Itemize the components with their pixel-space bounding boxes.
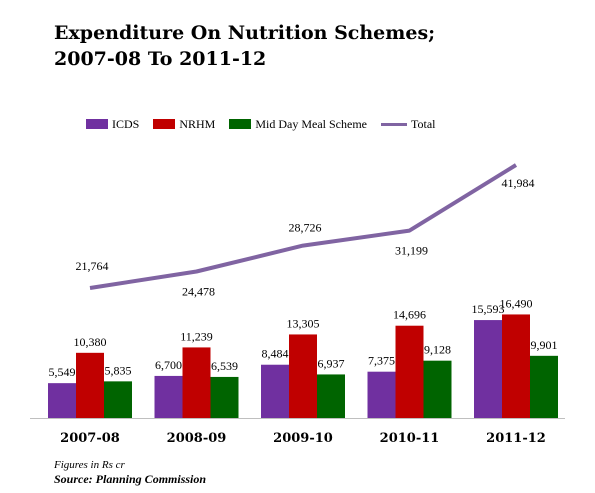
bar-icds-2010-11 <box>367 371 396 418</box>
bar-nrhm-2010-11 <box>395 325 424 418</box>
data-label-icds-2007-08: 5,549 <box>49 365 76 379</box>
x-tick-label-2011-12: 2011-12 <box>486 431 546 446</box>
legend-swatch-total <box>381 122 407 126</box>
bar-nrhm-2011-12 <box>502 314 530 418</box>
data-label-mid-day-meal-2008-09: 6,539 <box>211 359 238 373</box>
legend-swatch-nrhm <box>153 119 176 129</box>
chart-title-line-1: Expenditure On Nutrition Schemes; <box>54 22 436 44</box>
data-label-icds-2008-09: 6,700 <box>155 358 182 372</box>
data-label-nrhm-2009-10: 13,305 <box>287 316 320 330</box>
bar-mid-day-meal-2007-08 <box>104 381 132 418</box>
bar-mid-day-meal-2008-09 <box>210 376 239 418</box>
bar-mid-day-meal-2009-10 <box>317 374 345 418</box>
legend-item-total: Total <box>381 117 436 132</box>
data-label-nrhm-2008-09: 11,239 <box>180 329 213 343</box>
legend-label-total: Total <box>411 116 436 131</box>
data-label-mid-day-meal-2009-10: 6,937 <box>318 356 345 370</box>
data-label-nrhm-2011-12: 16,490 <box>500 296 533 310</box>
x-tick-label-2009-10: 2009-10 <box>273 431 333 446</box>
data-label-icds-2009-10: 8,484 <box>262 347 289 361</box>
data-label-icds-2011-12: 15,593 <box>472 302 505 316</box>
bar-icds-2007-08 <box>48 383 76 418</box>
total-label-2010-11: 31,199 <box>395 244 428 258</box>
chart-title: Expenditure On Nutrition Schemes; 2007-0… <box>54 20 435 72</box>
legend-label-mid-day-meal: Mid Day Meal Scheme <box>255 116 367 131</box>
data-label-icds-2010-11: 7,375 <box>368 354 395 368</box>
total-label-2009-10: 28,726 <box>289 221 322 235</box>
total-label-2008-09: 24,478 <box>182 284 215 298</box>
bar-mid-day-meal-2010-11 <box>423 360 452 418</box>
bar-icds-2011-12 <box>474 320 502 418</box>
x-tick-label-2008-09: 2008-09 <box>167 431 227 446</box>
x-tick-label-2007-08: 2007-08 <box>60 431 120 446</box>
footnote-units: Figures in Rs cr <box>54 459 125 471</box>
chart-title-line-2: 2007-08 To 2011-12 <box>54 48 267 70</box>
legend-swatch-icds <box>86 119 108 129</box>
data-label-mid-day-meal-2011-12: 9,901 <box>531 338 558 352</box>
total-label-2011-12: 41,984 <box>502 176 535 190</box>
bar-icds-2009-10 <box>261 364 289 418</box>
bar-mid-day-meal-2011-12 <box>530 355 558 418</box>
data-label-nrhm-2010-11: 14,696 <box>393 308 426 322</box>
data-label-mid-day-meal-2007-08: 5,835 <box>105 363 132 377</box>
bar-icds-2008-09 <box>154 375 183 418</box>
legend-item-icds: ICDS <box>86 117 139 132</box>
source-note: Source: Planning Commission <box>54 472 207 486</box>
total-label-2007-08: 21,764 <box>76 259 109 273</box>
legend-label-nrhm: NRHM <box>179 116 216 131</box>
bar-nrhm-2009-10 <box>289 334 317 418</box>
data-label-mid-day-meal-2010-11: 9,128 <box>424 343 451 357</box>
bar-nrhm-2007-08 <box>76 352 104 418</box>
legend-label-icds: ICDS <box>112 116 140 131</box>
total-line <box>89 163 518 290</box>
legend-item-mid-day-meal: Mid Day Meal Scheme <box>229 117 367 132</box>
data-label-nrhm-2007-08: 10,380 <box>74 335 107 349</box>
x-tick-label-2010-11: 2010-11 <box>380 431 440 446</box>
chart-notes: Figures in Rs cr Source: Planning Commis… <box>54 458 206 486</box>
chart-legend: ICDS NRHM Mid Day Meal Scheme Total <box>86 115 450 133</box>
legend-item-nrhm: NRHM <box>153 117 215 132</box>
legend-swatch-mid-day-meal <box>229 119 252 129</box>
bar-nrhm-2008-09 <box>182 347 211 418</box>
